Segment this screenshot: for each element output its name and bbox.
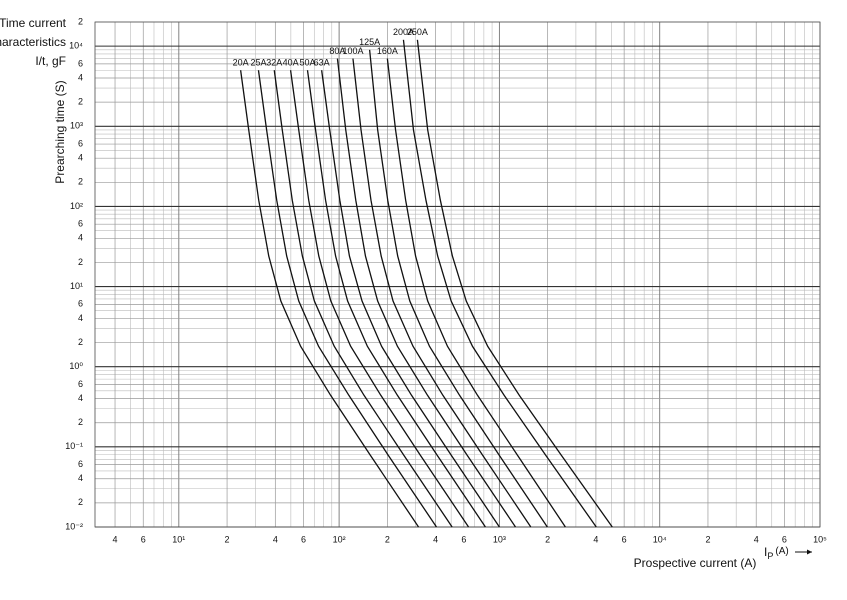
curve-label: 50A: [299, 58, 315, 68]
y-tick-label: 4: [78, 72, 83, 82]
x-tick-label: 4: [433, 534, 438, 544]
y-tick-label: 4: [78, 393, 83, 403]
curve: [273, 70, 453, 528]
curve-label: 32A: [266, 58, 282, 68]
chart-title-line: characteristics: [0, 35, 66, 49]
x-tick-label: 2: [705, 534, 710, 544]
y-tick-label: 6: [78, 219, 83, 229]
y-tick-label: 4: [78, 473, 83, 483]
y-tick-label: 4: [78, 313, 83, 323]
axis-arrow-head: [807, 549, 812, 555]
unit-subscript: P: [767, 551, 773, 561]
curve-label: 25A: [250, 58, 266, 68]
chart-title-line: Time current: [0, 16, 67, 30]
curve-label: 40A: [283, 58, 299, 68]
y-axis-title: Prearching time (S): [53, 80, 67, 183]
x-tick-label: 10³: [493, 534, 506, 544]
y-tick-label: 6: [78, 459, 83, 469]
y-tick-label: 2: [78, 16, 83, 26]
unit-text: (A): [775, 546, 788, 557]
curve: [416, 39, 613, 528]
curve-label: 125A: [359, 37, 380, 47]
x-tick-label: 6: [141, 534, 146, 544]
x-tick-label: 4: [273, 534, 278, 544]
y-tick-label: 10²: [70, 201, 83, 211]
y-tick-label: 10⁻¹: [65, 441, 83, 451]
curve: [386, 58, 566, 528]
y-tick-label: 6: [78, 379, 83, 389]
y-tick-label: 2: [78, 257, 83, 267]
curve: [368, 49, 548, 528]
x-tick-label: 10¹: [172, 534, 185, 544]
y-tick-label: 2: [78, 497, 83, 507]
chart-title-line: I/t, gF: [35, 54, 66, 68]
curve-label: 200A: [393, 27, 414, 37]
y-tick-label: 6: [78, 299, 83, 309]
y-tick-label: 2: [78, 337, 83, 347]
x-tick-label: 6: [301, 534, 306, 544]
x-tick-label: 4: [754, 534, 759, 544]
y-tick-label: 10¹: [70, 281, 83, 291]
curve-label: 20A: [233, 58, 249, 68]
x-tick-label: 2: [385, 534, 390, 544]
x-tick-label: 2: [545, 534, 550, 544]
y-tick-label: 2: [78, 417, 83, 427]
y-tick-label: 6: [78, 58, 83, 68]
x-axis-unit: IP (A): [764, 545, 789, 561]
y-tick-label: 10³: [70, 121, 83, 131]
y-tick-label: 2: [78, 97, 83, 107]
curve: [289, 70, 470, 528]
curve-label: 100A: [342, 46, 363, 56]
y-tick-label: 4: [78, 233, 83, 243]
curve-label: 80A: [329, 46, 345, 56]
curve: [352, 58, 532, 528]
curve-label: 160A: [377, 46, 398, 56]
x-tick-label: 6: [782, 534, 787, 544]
curve: [336, 58, 517, 528]
curve: [320, 70, 500, 528]
curve: [239, 70, 420, 528]
x-tick-label: 2: [225, 534, 230, 544]
y-tick-label: 2: [78, 177, 83, 187]
plot-frame: [94, 21, 821, 528]
x-axis-title: Prospective current (A): [634, 556, 757, 570]
curve: [402, 39, 597, 528]
y-tick-label: 10⁴: [69, 41, 83, 51]
x-tick-label: 10⁴: [653, 534, 667, 544]
x-tick-label: 6: [461, 534, 466, 544]
x-tick-label: 4: [113, 534, 118, 544]
y-tick-label: 10⁰: [69, 361, 83, 371]
y-tick-label: 4: [78, 153, 83, 163]
x-tick-label: 10²: [333, 534, 346, 544]
x-tick-label: 6: [622, 534, 627, 544]
curve: [306, 70, 486, 528]
curve-label: 250A: [407, 27, 428, 37]
y-tick-label: 10⁻²: [65, 521, 83, 531]
x-tick-label: 4: [593, 534, 598, 544]
curve: [257, 70, 438, 528]
y-tick-label: 6: [78, 138, 83, 148]
curve-label: 63A: [314, 58, 330, 68]
unit-symbol: I: [764, 545, 767, 559]
x-tick-label: 10⁵: [813, 534, 827, 544]
